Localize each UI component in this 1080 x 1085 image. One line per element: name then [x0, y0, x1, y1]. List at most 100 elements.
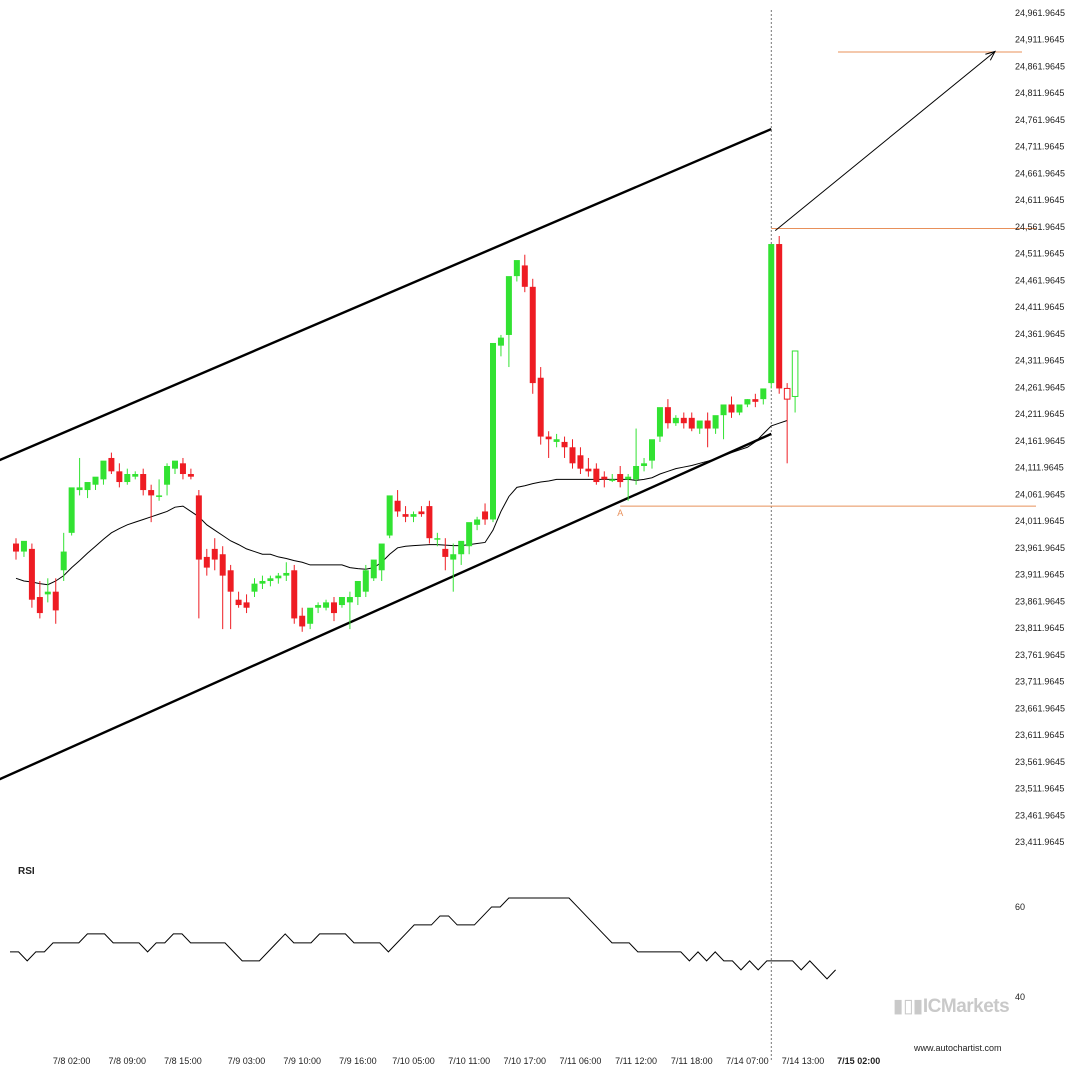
candle-body	[458, 540, 465, 555]
candle-body	[625, 476, 632, 480]
candle	[609, 474, 616, 483]
price-tick-label: 24,811.9645	[1015, 88, 1064, 98]
candle	[664, 399, 671, 429]
candle	[521, 254, 528, 293]
candle-body	[680, 417, 687, 424]
time-tick-label: 7/9 10:00	[283, 1056, 321, 1066]
candle	[537, 367, 544, 445]
candle	[450, 543, 457, 592]
candle-body	[291, 570, 298, 619]
price-tick-label: 23,561.9645	[1015, 757, 1065, 767]
candle	[140, 468, 147, 496]
forecast-arrow-head	[985, 50, 996, 61]
candle-body	[783, 387, 791, 400]
candle-body	[76, 487, 83, 491]
candle	[680, 412, 687, 429]
candle	[768, 244, 775, 389]
candle	[211, 538, 218, 571]
time-tick-label: 7/10 05:00	[392, 1056, 435, 1066]
candle-body	[601, 476, 608, 480]
candle-body	[195, 495, 202, 560]
candle	[251, 578, 258, 598]
candle-body	[52, 591, 59, 611]
moving-average-line	[15, 420, 788, 586]
candle-body	[418, 511, 425, 515]
candle	[124, 468, 131, 485]
candle	[52, 578, 59, 624]
candle-body	[410, 514, 417, 517]
channel-lower-line	[0, 432, 772, 781]
candle-body	[243, 602, 250, 608]
brand-logo-text: ICMarkets	[922, 996, 1010, 1017]
price-tick-label: 24,961.9645	[1015, 8, 1065, 18]
candle-body	[211, 548, 218, 560]
candle	[783, 383, 791, 464]
candle-body	[227, 570, 234, 592]
price-tick-label: 23,761.9645	[1015, 650, 1065, 660]
time-tick-label: 7/8 15:00	[164, 1056, 202, 1066]
candle-body	[402, 514, 409, 517]
price-tick-label: 23,511.9645	[1015, 784, 1064, 794]
candles	[13, 236, 799, 632]
candle-body	[760, 388, 767, 400]
candle	[307, 607, 314, 630]
candle-body	[426, 506, 433, 539]
price-tick-label: 23,961.9645	[1015, 543, 1065, 553]
candle-body	[13, 543, 19, 552]
price-tick-label: 23,661.9645	[1015, 703, 1065, 713]
candle	[291, 564, 298, 624]
candle	[36, 580, 43, 619]
candle-body	[649, 439, 655, 461]
candle	[704, 412, 711, 448]
time-tick-label: 7/8 09:00	[109, 1056, 147, 1066]
candle-body	[60, 551, 67, 571]
candle-body	[688, 417, 695, 429]
candle	[418, 506, 425, 517]
candle-body	[641, 463, 648, 466]
candle	[267, 575, 274, 587]
candle	[402, 506, 409, 523]
candle-body	[720, 404, 727, 416]
candle	[299, 607, 306, 632]
candle-body	[664, 407, 671, 424]
candle-body	[752, 399, 759, 402]
candle	[649, 439, 655, 469]
candle-body	[108, 457, 115, 472]
candle-body	[434, 538, 441, 540]
candle	[132, 471, 139, 480]
candle-body	[474, 519, 481, 525]
candle-body	[553, 439, 560, 442]
time-tick-label: 7/14 07:00	[726, 1056, 769, 1066]
channel-upper-line	[0, 127, 772, 462]
candle-body	[633, 465, 640, 480]
candle-body	[156, 495, 163, 497]
candle-body	[450, 554, 457, 560]
candle-body	[744, 399, 751, 405]
candle	[362, 564, 369, 598]
candle	[736, 404, 743, 416]
time-tick-label: 7/8 02:00	[53, 1056, 91, 1066]
candle-body	[283, 572, 290, 576]
candle	[203, 548, 210, 576]
candle-body	[768, 244, 775, 384]
candle-body	[267, 578, 274, 581]
rsi-tick-label: 40	[1015, 992, 1025, 1002]
candle-body	[323, 602, 330, 608]
candle	[712, 415, 719, 434]
candle-body	[569, 447, 576, 464]
candle	[617, 465, 624, 488]
point-a-label: A	[617, 508, 623, 518]
candle	[275, 572, 282, 584]
time-tick-label: 7/11 18:00	[671, 1056, 713, 1066]
candle	[378, 543, 385, 581]
candle-body	[116, 471, 123, 483]
levels: A	[617, 50, 1036, 518]
candle-body	[331, 602, 337, 614]
rsi-line	[10, 897, 836, 980]
candle-body	[672, 417, 679, 424]
candle-body	[497, 337, 504, 346]
candle-body	[203, 556, 210, 568]
candle	[179, 457, 186, 480]
candle	[28, 543, 35, 608]
candle-body	[362, 570, 369, 592]
